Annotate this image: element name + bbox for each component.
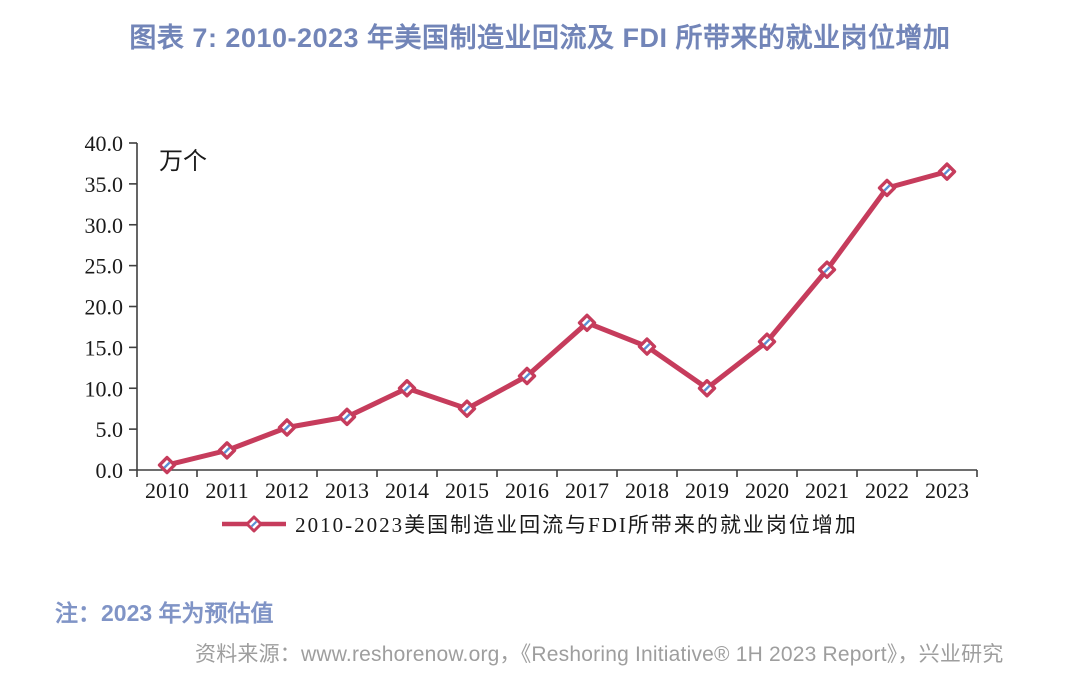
x-axis-label: 2017 (565, 478, 609, 503)
chart-legend: 2010-2023美国制造业回流与FDI所带来的就业岗位增加 (0, 506, 1080, 542)
x-axis-label: 2011 (205, 478, 248, 503)
y-axis-label: 0.0 (96, 458, 124, 483)
y-axis-label: 30.0 (85, 213, 124, 238)
x-axis-label: 2023 (925, 478, 969, 503)
data-point-slash (163, 461, 171, 469)
data-point-slash (943, 168, 951, 176)
data-point-slash (583, 319, 591, 327)
unit-label: 万个 (159, 148, 207, 175)
y-axis-label: 40.0 (85, 131, 124, 156)
data-point-slash (763, 338, 771, 346)
x-axis-label: 2012 (265, 478, 309, 503)
data-point-slash (703, 384, 711, 392)
data-point-slash (463, 405, 471, 413)
x-axis-label: 2010 (145, 478, 189, 503)
y-axis-label: 35.0 (85, 172, 124, 197)
y-axis-label: 10.0 (85, 376, 124, 401)
x-axis-label: 2020 (745, 478, 789, 503)
data-point-slash (343, 413, 351, 421)
figure-title: 图表 7: 2010-2023 年美国制造业回流及 FDI 所带来的就业岗位增加 (129, 23, 951, 53)
data-point-slash (403, 384, 411, 392)
data-point-slash (523, 372, 531, 380)
x-axis-label: 2022 (865, 478, 909, 503)
data-point-slash (643, 343, 651, 351)
x-axis-label: 2013 (325, 478, 369, 503)
x-axis-label: 2014 (385, 478, 429, 503)
data-line (164, 169, 950, 468)
legend-line-marker-icon (222, 515, 287, 533)
x-axis-label: 2016 (505, 478, 549, 503)
data-point-slash (223, 446, 231, 454)
x-axis-label: 2018 (625, 478, 669, 503)
legend-diamond-slash (250, 520, 258, 528)
y-axis-label: 25.0 (85, 254, 124, 279)
x-axis-label: 2015 (445, 478, 489, 503)
line-chart: 0.0 5.0 10.0 15.0 20.0 25.0 30.0 35.0 40.0 2010 20… (85, 131, 978, 503)
y-axis-label: 5.0 (96, 417, 124, 442)
footnote: 注：2023 年为预估值 (55, 600, 274, 626)
source-line: 资料来源：www.reshorenow.org，《Reshoring Initi… (195, 643, 1004, 666)
legend-label: 2010-2023美国制造业回流与FDI所带来的就业岗位增加 (295, 513, 858, 537)
data-point-slash (283, 424, 291, 431)
y-axis-label: 20.0 (85, 295, 124, 320)
x-axis-label: 2019 (685, 478, 729, 503)
data-point-slash (883, 184, 891, 192)
data-point-slash (823, 266, 831, 274)
x-axis-label: 2021 (805, 478, 849, 503)
y-axis-label: 15.0 (85, 335, 124, 360)
